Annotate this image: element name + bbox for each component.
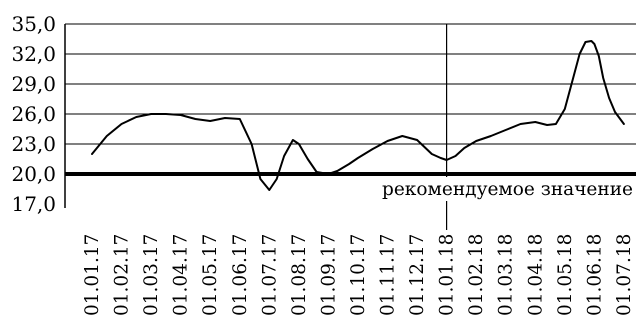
x-tick-label: 01.12.17: [407, 234, 428, 316]
x-tick-label: 01.02.18: [466, 234, 487, 316]
annotation-background: [366, 177, 636, 201]
series-line: [91, 40, 625, 191]
x-tick-label: 01.08.17: [289, 234, 310, 316]
y-tick-label: 32,0: [11, 42, 56, 66]
x-tick-label: 01.05.17: [200, 234, 221, 316]
x-tick-label: 01.06.17: [230, 234, 251, 316]
x-tick-label: 01.07.18: [614, 234, 635, 316]
x-tick-label: 01.11.17: [378, 234, 399, 316]
y-axis-tick-labels: 17,0 20,0 23,0 26,0 29,0 32,0 35,0: [11, 12, 56, 216]
x-tick-label: 01.01.17: [82, 234, 103, 316]
y-tick-label: 35,0: [11, 12, 56, 36]
x-tick-label: 01.01.18: [437, 234, 458, 316]
x-tick-label: 01.02.17: [112, 234, 133, 316]
y-tick-label: 29,0: [11, 72, 56, 96]
x-tick-label: 01.09.17: [318, 234, 339, 316]
y-tick-label: 20,0: [11, 162, 56, 186]
x-tick-label: 01.07.17: [259, 234, 280, 316]
x-tick-label: 01.03.17: [141, 234, 162, 316]
x-tick-label: 01.04.17: [171, 234, 192, 316]
x-tick-label: 01.10.17: [348, 234, 369, 316]
grid-lines: [65, 23, 636, 175]
y-tick-label: 23,0: [11, 132, 56, 156]
y-tick-label: 26,0: [11, 102, 56, 126]
y-tick-label: 17,0: [11, 192, 56, 216]
x-tick-label: 01.06.18: [584, 234, 605, 316]
x-axis-tick-labels: 01.01.17 01.02.17 01.03.17 01.04.17 01.05.17…: [82, 234, 635, 316]
x-tick-label: 01.04.18: [525, 234, 546, 316]
x-tick-label: 01.05.18: [555, 234, 576, 316]
x-tick-label: 01.03.18: [496, 234, 517, 316]
reference-line-label: рекомендуемое значение: [382, 179, 633, 200]
